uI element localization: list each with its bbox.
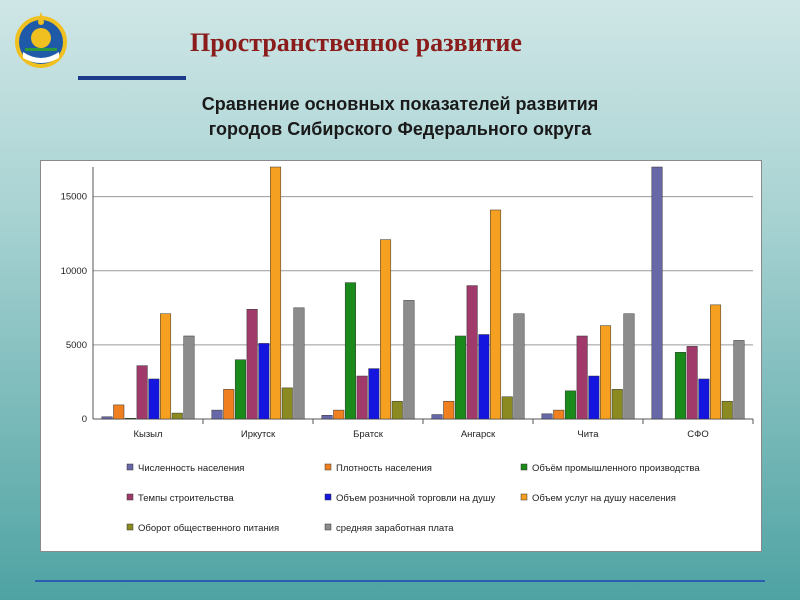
legend-label: Объём промышленного производства: [532, 463, 700, 474]
bar: [403, 300, 415, 420]
bar: [674, 352, 686, 420]
legend-label: Оборот общественного питания: [138, 523, 279, 534]
bar: [454, 335, 466, 420]
bar: [148, 378, 160, 420]
bar: [281, 387, 293, 420]
bar: [160, 313, 172, 420]
bar: [246, 309, 258, 420]
bar: [391, 400, 403, 420]
x-tick-label: Чита: [577, 429, 599, 440]
bar: [124, 418, 136, 420]
bar: [356, 375, 368, 420]
bar: [431, 414, 443, 420]
legend-label: средняя заработная плата: [336, 523, 454, 534]
legend-swatch: [324, 523, 332, 531]
legend-swatch: [126, 463, 134, 471]
bar: [113, 404, 125, 420]
bar: [623, 313, 635, 420]
y-tick-label: 0: [82, 414, 87, 425]
bar: [380, 239, 392, 420]
bar: [344, 282, 356, 420]
footer-rule: [35, 580, 765, 582]
legend-swatch: [324, 463, 332, 471]
bar: [698, 378, 710, 420]
legend-swatch: [520, 493, 528, 501]
legend-label: Объем услуг на душу населения: [532, 493, 676, 504]
x-tick-label: Кызыл: [133, 429, 162, 440]
legend-swatch: [126, 493, 134, 501]
x-tick-label: СФО: [687, 429, 708, 440]
bar: [183, 335, 195, 420]
bar: [651, 166, 663, 420]
bar: [101, 416, 113, 420]
bar: [588, 375, 600, 420]
bar: [368, 368, 380, 420]
x-tick-label: Ангарск: [461, 429, 496, 440]
bar: [466, 285, 478, 420]
bar: [564, 390, 576, 420]
y-tick-label: 10000: [61, 266, 87, 277]
title-underline: [78, 76, 186, 80]
bar: [541, 413, 553, 420]
bar: [270, 166, 282, 420]
legend-swatch: [324, 493, 332, 501]
legend-label: Темпы строительства: [138, 493, 234, 504]
bar: [490, 209, 502, 420]
bar-chart: 0 5000 10000 15000 Кызыл Иркутск Братск Ангарск…: [61, 166, 754, 534]
bar: [576, 335, 588, 420]
bar: [211, 409, 223, 420]
bar: [686, 346, 698, 420]
subtitle-line-1: Сравнение основных показателей развития: [201, 94, 599, 114]
legend-label: Плотность населения: [336, 463, 432, 474]
bar: [721, 400, 733, 420]
bar: [258, 343, 270, 420]
bar: [478, 334, 490, 420]
chart-heading: Сравнение основных показателей развития …: [100, 92, 700, 142]
coat-of-arms-icon: [15, 12, 67, 68]
x-tick-label: Братск: [353, 429, 384, 440]
bar: [333, 409, 345, 420]
bar: [171, 412, 183, 420]
bar: [223, 389, 235, 420]
bar: [611, 389, 623, 420]
x-tick-label: Иркутск: [241, 429, 276, 440]
legend-swatch: [126, 523, 134, 531]
bar: [136, 365, 148, 420]
bar: [321, 415, 333, 420]
bar: [600, 325, 612, 420]
bar: [710, 304, 722, 420]
subtitle-line-2: городов Сибирского Федерального округа: [208, 119, 592, 139]
bar: [443, 400, 455, 420]
bar: [293, 307, 305, 420]
page-title: Пространственное развитие: [190, 28, 522, 57]
legend-label: Объем розничной торговли на душу: [336, 493, 495, 504]
legend-label: Численность населения: [138, 463, 244, 474]
bar: [553, 409, 565, 420]
bar: [513, 313, 525, 420]
y-tick-label: 5000: [66, 340, 87, 351]
chart-panel: 0 5000 10000 15000 Кызыл Иркутск Братск Ангарск…: [40, 160, 762, 552]
y-tick-label: 15000: [61, 192, 87, 203]
bar: [733, 340, 745, 420]
bar: [234, 359, 246, 420]
bar: [501, 396, 513, 420]
legend-swatch: [520, 463, 528, 471]
